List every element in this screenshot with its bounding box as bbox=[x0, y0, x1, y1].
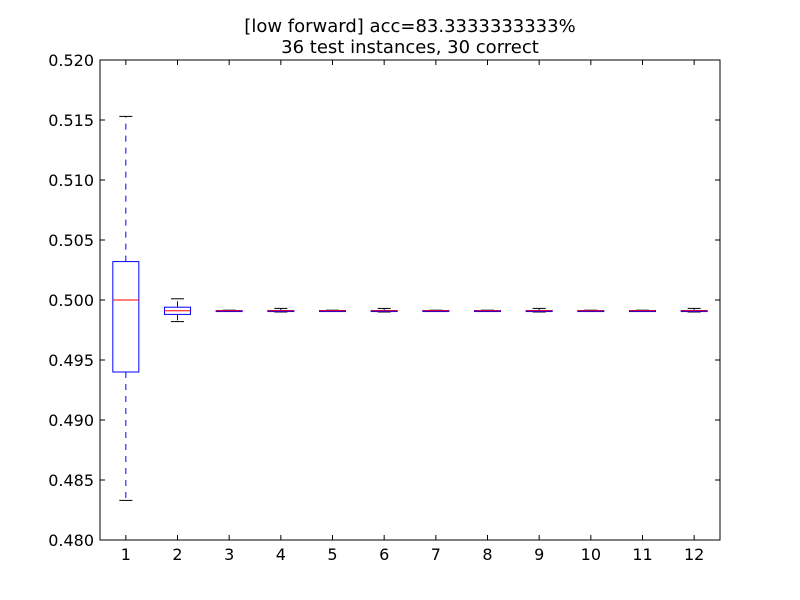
y-tick-label-8: 0.520 bbox=[48, 51, 94, 70]
x-tick-label-4: 4 bbox=[276, 545, 286, 564]
x-tick-label-10: 10 bbox=[581, 545, 601, 564]
y-tick-label-4: 0.500 bbox=[48, 291, 94, 310]
plot-area: 0.480 0.485 0.490 0.495 0.500 0.505 0.510 0.515… bbox=[48, 51, 720, 564]
y-tick-label-1: 0.485 bbox=[48, 471, 94, 490]
x-tick-label-9: 9 bbox=[534, 545, 544, 564]
y-tick-label-7: 0.515 bbox=[48, 111, 94, 130]
x-tick-label-7: 7 bbox=[431, 545, 441, 564]
chart-title-line-2: 36 test instances, 30 correct bbox=[281, 37, 539, 58]
x-tick-label-5: 5 bbox=[327, 545, 337, 564]
x-tick-label-11: 11 bbox=[632, 545, 652, 564]
x-tick-label-8: 8 bbox=[482, 545, 492, 564]
y-tick-label-3: 0.495 bbox=[48, 351, 94, 370]
x-tick-label-6: 6 bbox=[379, 545, 389, 564]
y-tick-label-2: 0.490 bbox=[48, 411, 94, 430]
x-tick-label-2: 2 bbox=[172, 545, 182, 564]
box-1-body bbox=[112, 261, 140, 373]
x-tick-label-3: 3 bbox=[224, 545, 234, 564]
y-tick-label-6: 0.510 bbox=[48, 171, 94, 190]
chart-title-line-1: [low forward] acc=83.3333333333% bbox=[244, 16, 575, 37]
y-tick-label-0: 0.480 bbox=[48, 531, 94, 550]
x-tick-label-1: 1 bbox=[121, 545, 131, 564]
x-tick-label-12: 12 bbox=[684, 545, 704, 564]
y-tick-label-5: 0.505 bbox=[48, 231, 94, 250]
axes-frame bbox=[99, 59, 721, 541]
